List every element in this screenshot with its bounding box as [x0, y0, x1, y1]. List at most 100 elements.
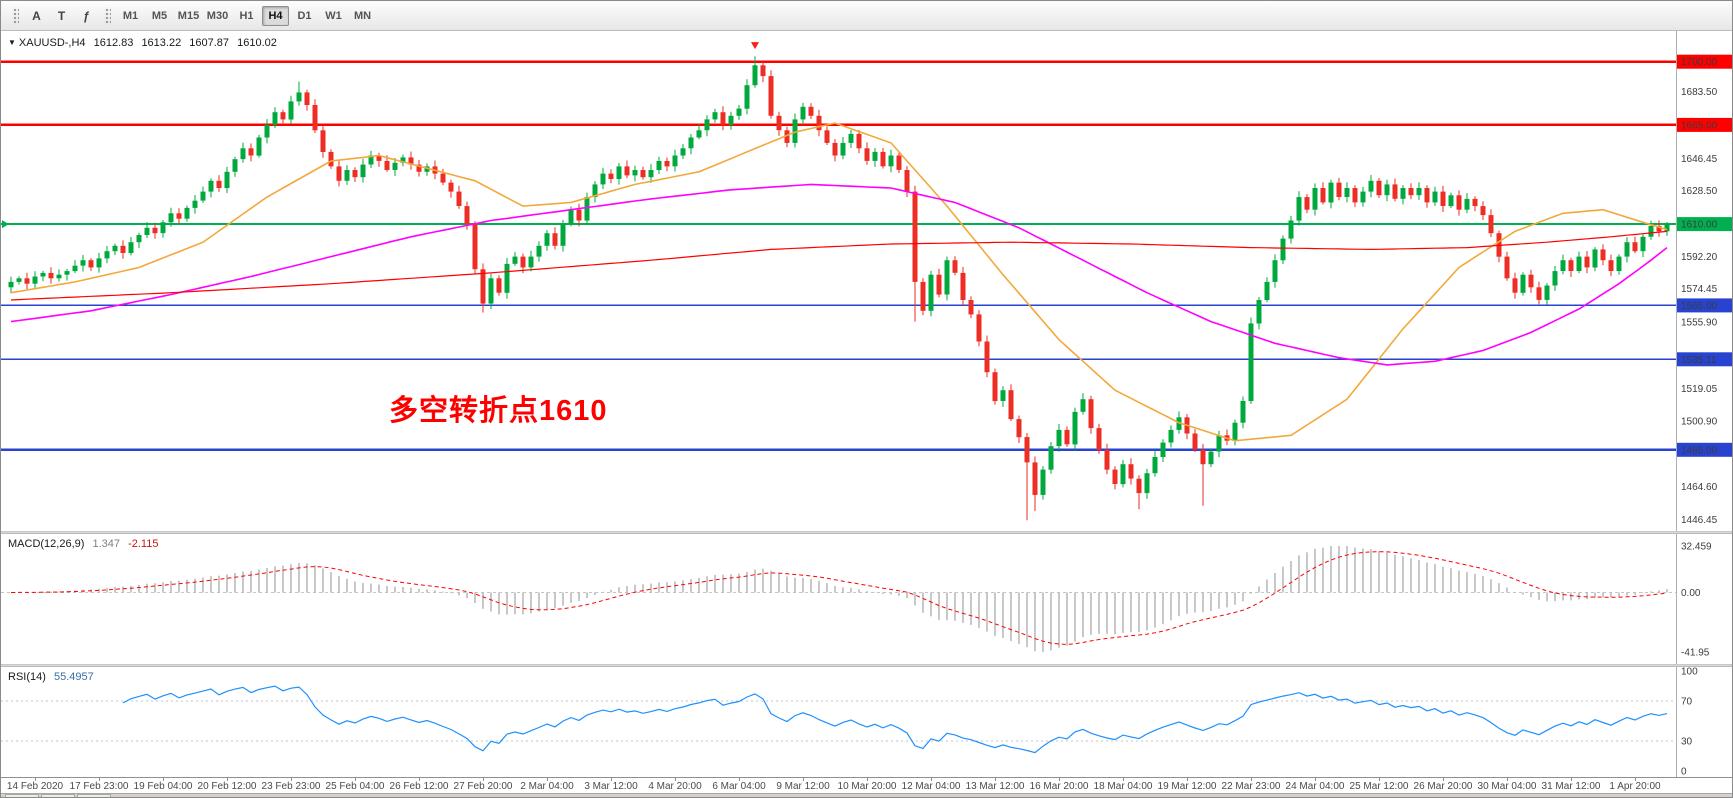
- rsi-header: RSI(14) 55.4957: [8, 671, 99, 683]
- time-axis-tick: [35, 778, 36, 781]
- timeframe-m15-button[interactable]: M15: [177, 9, 200, 22]
- time-axis-label: 2 Mar 04:00: [520, 781, 574, 792]
- time-axis-tick: [611, 778, 612, 781]
- chart-tab[interactable]: [5, 794, 39, 797]
- time-axis-label: 3 Mar 12:00: [584, 781, 638, 792]
- svg-text:0.00: 0.00: [1681, 588, 1701, 599]
- time-axis-label: 23 Feb 23:00: [261, 781, 321, 792]
- time-axis-label: 20 Feb 12:00: [197, 781, 257, 792]
- time-axis-tick: [1571, 778, 1572, 781]
- macd-indicator-panel[interactable]: 32.459 0.00 -41.95: [1, 534, 1733, 664]
- timeframe-w1-button[interactable]: W1: [325, 9, 342, 22]
- chart-tab[interactable]: [77, 794, 111, 797]
- ma-fast-orange: [10, 122, 1668, 442]
- macd-header: MACD(12,26,9) 1.347 -2.115: [8, 538, 163, 550]
- time-axis-label: 25 Mar 12:00: [1349, 781, 1409, 792]
- svg-text:1700.00: 1700.00: [1681, 57, 1718, 68]
- svg-text:32.459: 32.459: [1681, 542, 1712, 553]
- timeframe-d1-button[interactable]: D1: [297, 9, 312, 22]
- time-axis-label: 10 Mar 20:00: [837, 781, 897, 792]
- time-axis-tick: [99, 778, 100, 781]
- timeframe-m5-button[interactable]: M5: [151, 9, 168, 22]
- svg-text:1628.50: 1628.50: [1681, 186, 1718, 197]
- time-axis-tick: [227, 778, 228, 781]
- timeframe-m30-button[interactable]: M30: [206, 9, 229, 22]
- toolbar-drag-handle-icon[interactable]: [104, 6, 111, 25]
- timeframe-mn-button[interactable]: MN: [353, 9, 372, 22]
- time-axis-label: 1 Apr 20:00: [1609, 781, 1661, 792]
- time-axis-tick: [739, 778, 740, 781]
- ma-medium-magenta: [10, 183, 1668, 366]
- timeframe-h4-button[interactable]: H4: [262, 5, 289, 26]
- annotate-tool-button[interactable]: A: [32, 8, 41, 23]
- rsi-value: 55.4957: [53, 671, 94, 683]
- svg-text:1565.00: 1565.00: [1681, 301, 1718, 312]
- svg-text:1535.11: 1535.11: [1681, 355, 1717, 366]
- time-axis-tick: [1251, 778, 1252, 781]
- svg-text:1646.45: 1646.45: [1681, 154, 1718, 165]
- svg-text:100: 100: [1681, 667, 1698, 678]
- time-axis-tick: [483, 778, 484, 781]
- svg-text:0: 0: [1681, 767, 1687, 778]
- rsi-indicator-panel[interactable]: 100 70 30 0: [1, 667, 1733, 777]
- time-axis-tick: [1507, 778, 1508, 781]
- ohlc-low: 1607.87: [189, 37, 230, 49]
- time-axis-tick: [995, 778, 996, 781]
- svg-text:1519.05: 1519.05: [1681, 384, 1718, 395]
- time-axis-label: 9 Mar 12:00: [776, 781, 830, 792]
- symbol-ohlc-header: ▼ XAUUSD-,H4 1612.83 1613.22 1607.87 1610…: [8, 37, 282, 49]
- time-axis-tick: [803, 778, 804, 781]
- macd-label: MACD(12,26,9): [8, 538, 85, 550]
- panel-separator[interactable]: [1, 531, 1732, 534]
- chart-annotation: 多空转折点1610: [389, 395, 608, 427]
- time-axis-label: 17 Feb 23:00: [69, 781, 129, 792]
- symbol-label: XAUUSD-,H4: [18, 37, 86, 49]
- time-axis-label: 14 Feb 2020: [6, 781, 64, 792]
- time-axis-label: 27 Feb 20:00: [453, 781, 513, 792]
- chart-tab[interactable]: [41, 794, 75, 797]
- symbol-dropdown-icon[interactable]: ▼: [8, 38, 16, 47]
- svg-text:1500.90: 1500.90: [1681, 417, 1718, 428]
- svg-text:1555.90: 1555.90: [1681, 317, 1718, 328]
- svg-text:1592.20: 1592.20: [1681, 252, 1718, 263]
- chart-tab-bar: [1, 793, 1732, 797]
- time-axis-label: 4 Mar 20:00: [648, 781, 702, 792]
- svg-text:1464.60: 1464.60: [1681, 482, 1718, 493]
- price-tag: [1677, 117, 1732, 132]
- main-price-chart[interactable]: 1683.50 1646.45 1628.50 1592.20 1574.45 1555.…: [1, 31, 1733, 531]
- time-axis-tick: [1315, 778, 1316, 781]
- text-tool-button[interactable]: T: [57, 8, 66, 23]
- time-axis-tick: [547, 778, 548, 781]
- svg-text:1683.50: 1683.50: [1681, 87, 1718, 98]
- time-axis-tick: [163, 778, 164, 781]
- ohlc-high: 1613.22: [141, 37, 182, 49]
- svg-text:1574.45: 1574.45: [1681, 284, 1718, 295]
- time-axis[interactable]: 14 Feb 2020 17 Feb 23:00 19 Feb 04:00 20 Fe…: [1, 777, 1732, 793]
- ma-slow-red: [10, 230, 1668, 301]
- time-axis-label: 13 Mar 12:00: [965, 781, 1025, 792]
- ohlc-close: 1610.02: [237, 37, 277, 49]
- indicator-tool-button[interactable]: ƒ: [83, 8, 90, 23]
- macd-main-value: 1.347: [92, 538, 121, 550]
- time-axis-tick: [355, 778, 356, 781]
- price-tag: [1677, 298, 1732, 313]
- rsi-label: RSI(14): [8, 671, 46, 683]
- timeframe-m1-button[interactable]: M1: [122, 9, 139, 22]
- rsi-line: [122, 685, 1668, 754]
- price-tag: [1677, 352, 1732, 367]
- time-axis-tick: [675, 778, 676, 781]
- price-tag: [1677, 217, 1732, 232]
- time-axis-label: 19 Feb 04:00: [133, 781, 193, 792]
- panel-separator[interactable]: [1, 664, 1732, 667]
- ohlc-open: 1612.83: [93, 37, 134, 49]
- time-axis-label: 19 Mar 12:00: [1157, 781, 1217, 792]
- svg-text:1485.00: 1485.00: [1681, 445, 1718, 456]
- time-axis-tick: [931, 778, 932, 781]
- time-axis-tick: [1379, 778, 1380, 781]
- time-axis-tick: [291, 778, 292, 781]
- time-axis-label: 25 Feb 04:00: [325, 781, 385, 792]
- timeframe-h1-button[interactable]: H1: [239, 9, 254, 22]
- toolbar-drag-handle-icon[interactable]: [12, 6, 19, 25]
